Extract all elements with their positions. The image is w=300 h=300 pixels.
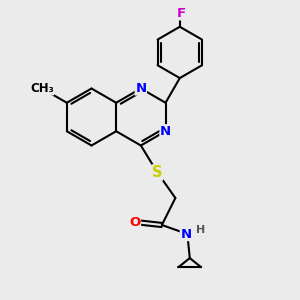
Text: N: N — [135, 82, 146, 95]
Text: H: H — [196, 225, 206, 236]
Text: CH₃: CH₃ — [30, 82, 54, 95]
Text: N: N — [180, 227, 191, 241]
Text: O: O — [129, 215, 140, 229]
Text: N: N — [160, 125, 171, 138]
Text: S: S — [152, 165, 163, 180]
Text: F: F — [177, 7, 186, 20]
